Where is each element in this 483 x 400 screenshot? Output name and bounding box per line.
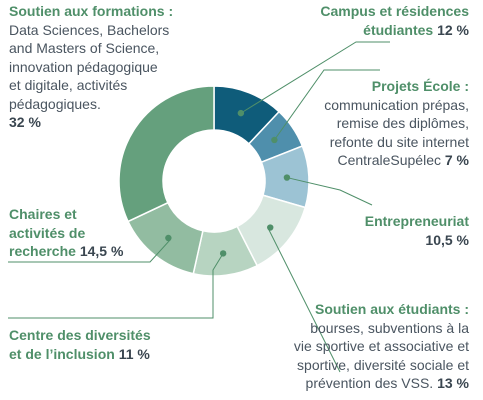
label-title: activités de — [9, 224, 86, 241]
label-line: bourses, subventions à la — [310, 319, 469, 336]
label-line: and Masters of Science, — [9, 40, 160, 56]
label-line: et digitale, activités — [9, 77, 128, 93]
label-line: sportive, diversité sociale et — [297, 356, 469, 373]
label-percent: 11 % — [118, 345, 150, 362]
label-title: étudiantes — [363, 21, 434, 38]
label-percent: 12 % — [437, 21, 469, 38]
leader-line — [267, 227, 341, 373]
label-percent: 10,5 % — [425, 231, 469, 248]
label-line: refonte du site internet — [329, 133, 469, 150]
label-title: Soutien aux étudiants : — [314, 301, 469, 317]
label-centre-diversites: Centre des diversités et de l’inclusion … — [9, 326, 209, 363]
leader-lines — [8, 41, 390, 373]
leader-line — [8, 237, 171, 263]
label-entrepreneuriat: Entrepreneuriat 10,5 % — [309, 212, 469, 249]
label-line: Data Sciences, Bachelors — [9, 21, 170, 38]
label-title: Campus et résidences — [320, 3, 469, 19]
donut-slice-7 — [118, 85, 215, 223]
label-title: Entrepreneuriat — [364, 213, 469, 229]
label-soutien-formations: Soutien aux formations : Data Sciences, … — [9, 2, 209, 132]
label-line: remise des diplômes, — [336, 115, 469, 131]
leader-dot — [237, 109, 245, 117]
label-title: Chaires et — [9, 206, 77, 222]
label-line: pédagogiques. — [9, 95, 101, 112]
label-chaires-recherche: Chaires et activités de recherche 14,5 % — [9, 205, 159, 261]
label-line: CentraleSupélec — [337, 152, 441, 168]
leader-dot — [283, 174, 291, 181]
label-title: Projets École : — [371, 78, 469, 94]
label-percent: 7 % — [444, 152, 469, 168]
label-line: innovation pédagogique — [9, 58, 158, 75]
label-title: et de l’inclusion — [9, 345, 115, 362]
label-percent: 14,5 % — [79, 243, 124, 259]
leader-line — [286, 177, 373, 206]
label-line: vie sportive et associative et — [293, 338, 469, 354]
label-title: recherche — [9, 243, 76, 259]
label-soutien-etudiants: Soutien aux étudiants : bourses, subvent… — [249, 300, 469, 393]
label-title: Centre des diversités — [9, 327, 151, 343]
label-percent: 32 % — [9, 114, 41, 130]
label-percent: 13 % — [437, 375, 469, 391]
label-line: prévention des VSS. — [305, 375, 434, 391]
label-line: communication prépas, — [324, 96, 469, 113]
leader-line — [240, 41, 390, 114]
label-projets-ecole: Projets École : communication prépas, re… — [269, 77, 469, 170]
leader-line — [273, 69, 380, 141]
leader-line — [8, 253, 224, 319]
label-campus: Campus et résidences étudiantes 12 % — [249, 2, 469, 39]
label-title: Soutien aux formations : — [9, 3, 174, 19]
